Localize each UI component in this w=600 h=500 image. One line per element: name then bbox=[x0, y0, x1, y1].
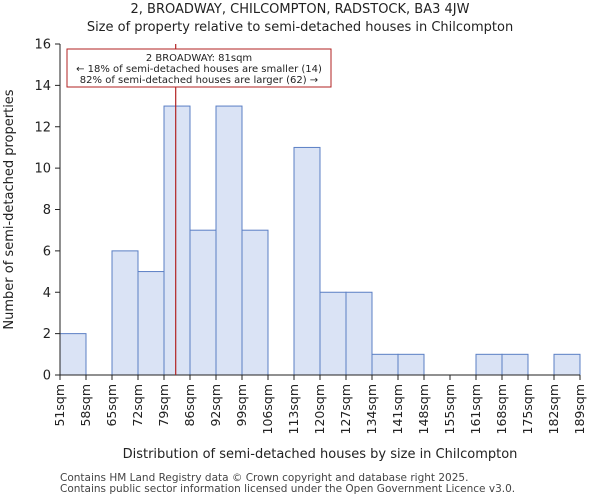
y-tick-label: 10 bbox=[34, 162, 51, 177]
x-axis-label: Distribution of semi-detached houses by … bbox=[123, 447, 518, 462]
annotation-line: 2 BROADWAY: 81sqm bbox=[146, 53, 252, 64]
y-tick-label: 0 bbox=[43, 369, 51, 384]
x-tick-label: 58sqm bbox=[78, 384, 93, 427]
x-tick-label: 161sqm bbox=[468, 384, 483, 434]
x-tick-label: 189sqm bbox=[572, 384, 587, 434]
bar bbox=[293, 146, 321, 376]
annotation-box bbox=[66, 48, 332, 88]
bar bbox=[189, 229, 217, 376]
y-tick-label: 4 bbox=[43, 286, 51, 301]
bar bbox=[241, 229, 269, 376]
x-tick-label: 182sqm bbox=[546, 384, 561, 434]
x-tick-label: 148sqm bbox=[416, 384, 431, 434]
bar bbox=[137, 271, 165, 376]
x-tick-label: 134sqm bbox=[364, 384, 379, 434]
y-tick-label: 8 bbox=[43, 203, 51, 218]
x-tick-label: 99sqm bbox=[234, 384, 249, 427]
y-tick-label: 12 bbox=[34, 120, 51, 135]
footer-licence: Contains public sector information licen… bbox=[60, 483, 516, 495]
bar bbox=[319, 291, 347, 376]
chart-title: 2, BROADWAY, CHILCOMPTON, RADSTOCK, BA3 … bbox=[130, 2, 470, 17]
x-tick-label: 79sqm bbox=[156, 384, 171, 427]
x-tick-label: 92sqm bbox=[208, 384, 223, 427]
y-tick-label: 6 bbox=[43, 244, 51, 259]
bar bbox=[163, 105, 191, 376]
bar bbox=[397, 353, 425, 376]
x-tick-label: 113sqm bbox=[286, 384, 301, 434]
annotation-line: ← 18% of semi-detached houses are smalle… bbox=[76, 64, 322, 75]
x-tick-label: 175sqm bbox=[520, 384, 535, 434]
y-axis-label: Number of semi-detached properties bbox=[2, 89, 17, 329]
y-tick-label: 2 bbox=[43, 327, 51, 342]
x-tick-label: 106sqm bbox=[260, 384, 275, 434]
bar bbox=[501, 353, 529, 376]
x-tick-label: 86sqm bbox=[182, 384, 197, 427]
bar bbox=[215, 105, 243, 376]
bar bbox=[59, 333, 87, 376]
bar bbox=[111, 250, 139, 376]
x-tick-label: 72sqm bbox=[130, 384, 145, 427]
y-tick-label: 16 bbox=[34, 38, 51, 53]
x-tick-label: 51sqm bbox=[52, 384, 67, 427]
bar bbox=[553, 353, 581, 376]
footer-copyright: Contains HM Land Registry data © Crown c… bbox=[60, 472, 469, 484]
x-tick-label: 141sqm bbox=[390, 384, 405, 434]
x-tick-label: 127sqm bbox=[338, 384, 353, 434]
annotation-line: 82% of semi-detached houses are larger (… bbox=[80, 75, 318, 86]
chart-subtitle: Size of property relative to semi-detach… bbox=[86, 20, 514, 35]
y-tick-label: 14 bbox=[34, 79, 51, 94]
x-tick-label: 65sqm bbox=[104, 384, 119, 427]
bar bbox=[345, 291, 373, 376]
x-tick-label: 120sqm bbox=[312, 384, 327, 434]
x-tick-label: 155sqm bbox=[442, 384, 457, 434]
x-tick-label: 168sqm bbox=[494, 384, 509, 434]
bar bbox=[475, 353, 503, 376]
bar bbox=[371, 353, 399, 376]
